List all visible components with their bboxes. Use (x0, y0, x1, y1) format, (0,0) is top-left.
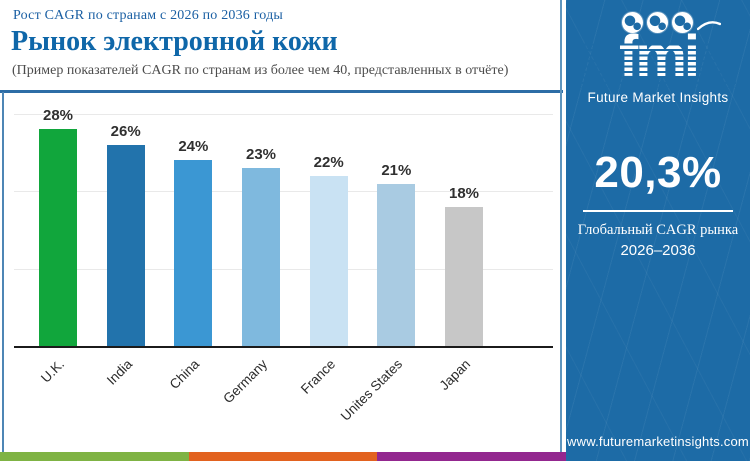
bar-Germany (242, 168, 280, 346)
logo-wordmark: fmi (619, 24, 700, 89)
bar-Japan (445, 206, 484, 346)
stat-divider (583, 210, 733, 212)
right-border-line (560, 0, 562, 452)
bar-India (106, 144, 145, 346)
stripe-segment (377, 452, 567, 461)
globe-icon (647, 12, 668, 33)
left-border-line (2, 92, 4, 452)
stripe-segment (0, 452, 189, 461)
website-url: www.futuremarketinsights.com (567, 434, 749, 449)
bar-value-label: 26% (110, 122, 141, 140)
bar-China (174, 160, 213, 346)
subtitle-text: (Пример показателей CAGR по странам из б… (12, 63, 509, 78)
x-axis-line (14, 346, 553, 348)
bar-value-label: 22% (313, 153, 344, 171)
global-cagr-value: 20,3% (594, 148, 722, 197)
logo-tagline: Future Market Insights (587, 90, 729, 105)
bar-France (309, 175, 348, 346)
sidebar-panel: fmi Future Market Insights 20,3% Глобаль… (566, 0, 750, 461)
footer-stripe (0, 452, 567, 461)
bar-value-label: 21% (381, 161, 412, 179)
gridline (14, 269, 553, 271)
bar-U.K. (39, 129, 77, 346)
bar-Unites States (377, 183, 416, 346)
globe-icon (622, 12, 643, 33)
kicker-text: Рост CAGR по странам с 2026 по 2036 годы (13, 8, 284, 23)
bar-value-label: 28% (42, 107, 74, 125)
bar-value-label: 18% (449, 184, 480, 202)
stat-label-line1: Глобальный CAGR рынка (577, 222, 739, 238)
fmi-logo: fmi Future Market Insights (580, 10, 736, 108)
gridline (14, 191, 553, 193)
globe-icon (672, 12, 693, 33)
gridline (14, 113, 553, 115)
page-title: Рынок электронной кожи (11, 26, 338, 57)
bar-value-label: 23% (245, 146, 277, 164)
swoosh-icon (697, 21, 721, 31)
header-divider (0, 90, 563, 93)
logo-globes (622, 12, 721, 33)
bar-value-label: 24% (178, 138, 209, 156)
stat-label-line2: 2026–2036 (620, 242, 696, 259)
stripe-segment (188, 452, 378, 461)
